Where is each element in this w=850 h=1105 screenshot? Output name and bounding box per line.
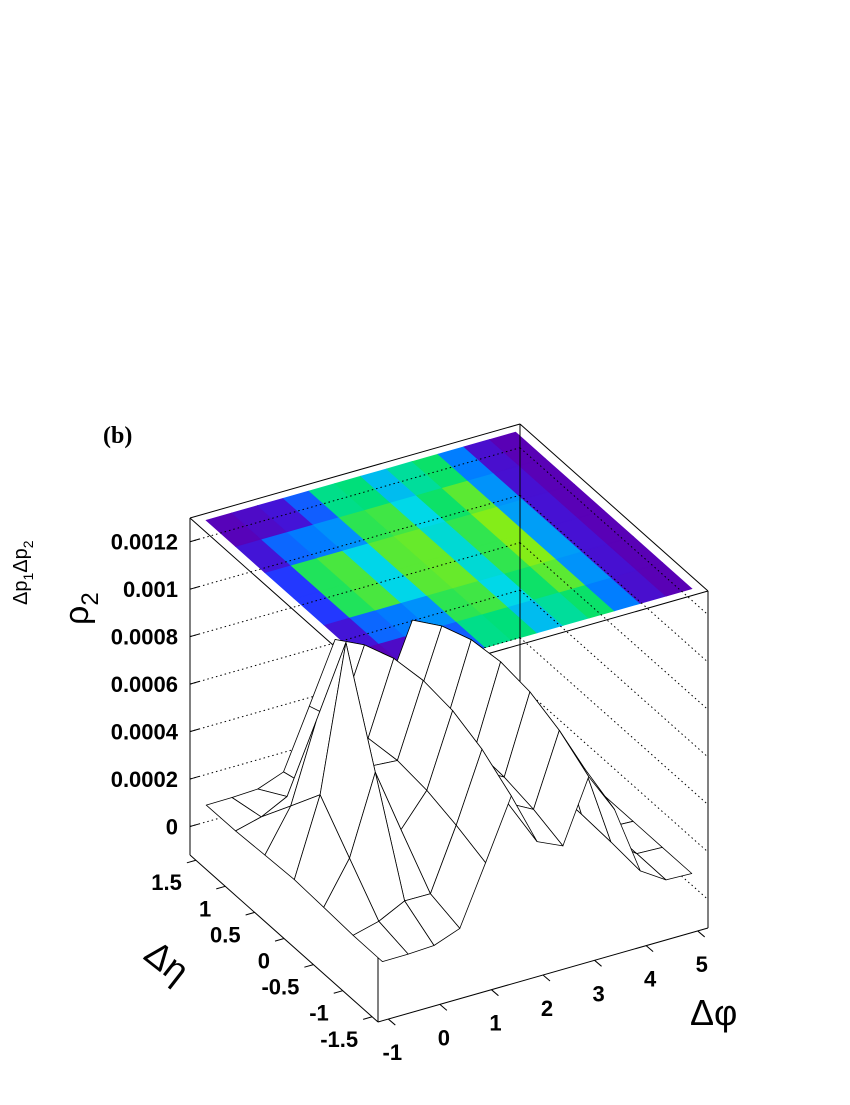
y-tick-label: -1 [309, 1001, 329, 1026]
plane-layer [205, 431, 693, 678]
z-title-sub: 2 [77, 592, 104, 605]
z-tick-label: 0 [166, 815, 178, 840]
x-tick [439, 1003, 448, 1011]
z-tick [189, 538, 200, 543]
z-title-part: Δp [10, 581, 32, 605]
y-tick [245, 911, 255, 916]
z-tick [189, 728, 200, 733]
z-tick-label: 0.001 [123, 577, 178, 602]
z-tick-label: 0.0006 [111, 672, 178, 697]
grid-line [189, 589, 521, 685]
box-edge [519, 423, 709, 592]
grid-line [519, 447, 709, 616]
y-tick-label: 0 [258, 949, 270, 974]
grid-line [189, 447, 521, 543]
surface-layer [205, 619, 693, 962]
y-tick [362, 1016, 373, 1020]
z-tick [189, 823, 200, 828]
y-tick [304, 964, 314, 968]
x-tick-label: 1 [489, 1011, 501, 1036]
x-tick-label: -1 [383, 1040, 403, 1065]
x-tick-label: 0 [438, 1025, 450, 1050]
x-tick-label: 4 [644, 967, 657, 992]
x-tick-label: 5 [696, 952, 708, 977]
grid-line [519, 589, 709, 758]
x-tick [542, 974, 551, 982]
z-title-top: Δp1Δp2 [10, 540, 36, 605]
z-title-main: ρ2 [58, 592, 104, 625]
x-axis-title: Δφ [690, 992, 737, 1033]
grid-line [519, 637, 709, 805]
z-tick-label: 0.0002 [111, 767, 178, 792]
grid-line [189, 542, 521, 638]
x-tick [594, 959, 602, 967]
x-tick-label: 3 [592, 981, 604, 1006]
y-tick-label: -1.5 [320, 1027, 358, 1052]
y-tick [216, 885, 226, 890]
z-tick-label: 0.0004 [111, 720, 179, 745]
y-tick-label: 0.5 [210, 922, 241, 947]
z-axis-title: ρ2 Δp1Δp2 [10, 540, 104, 625]
grid-line [189, 494, 521, 590]
x-tick [645, 945, 654, 953]
grid-line [519, 542, 709, 711]
z-title-part: Δp [10, 548, 32, 572]
box-edge [189, 423, 521, 519]
grid-line [519, 684, 709, 853]
z-tick [189, 681, 200, 685]
z-title-sub: 1 [20, 573, 36, 581]
y-axis-title: Δη [137, 932, 197, 991]
x-tick [697, 930, 706, 938]
ticks-layer: 0 0.0002 0.0004 0.0006 0.0008 0.001 0.0012 -1 0 1… [111, 530, 708, 1065]
z-tick-label: 0.0008 [111, 625, 178, 650]
y-tick-label: -0.5 [261, 975, 299, 1000]
y-tick [274, 938, 285, 942]
z-tick [189, 586, 200, 590]
z-tick [189, 633, 200, 638]
surface-cell [352, 920, 409, 962]
y-tick-label: 1.5 [151, 870, 182, 895]
y-tick-label: 1 [199, 896, 211, 921]
x-tick [387, 1018, 396, 1026]
z-title-part: ρ [58, 606, 96, 625]
z-title-sub: 2 [20, 540, 36, 548]
z-tick-label: 0.0012 [111, 530, 178, 555]
y-tick [333, 990, 343, 994]
y-tick [186, 859, 197, 864]
z-tick [189, 775, 200, 780]
x-tick [491, 989, 499, 997]
grid-line [519, 494, 709, 663]
chart-title: (b) [103, 423, 132, 449]
x-tick-label: 2 [541, 996, 553, 1021]
